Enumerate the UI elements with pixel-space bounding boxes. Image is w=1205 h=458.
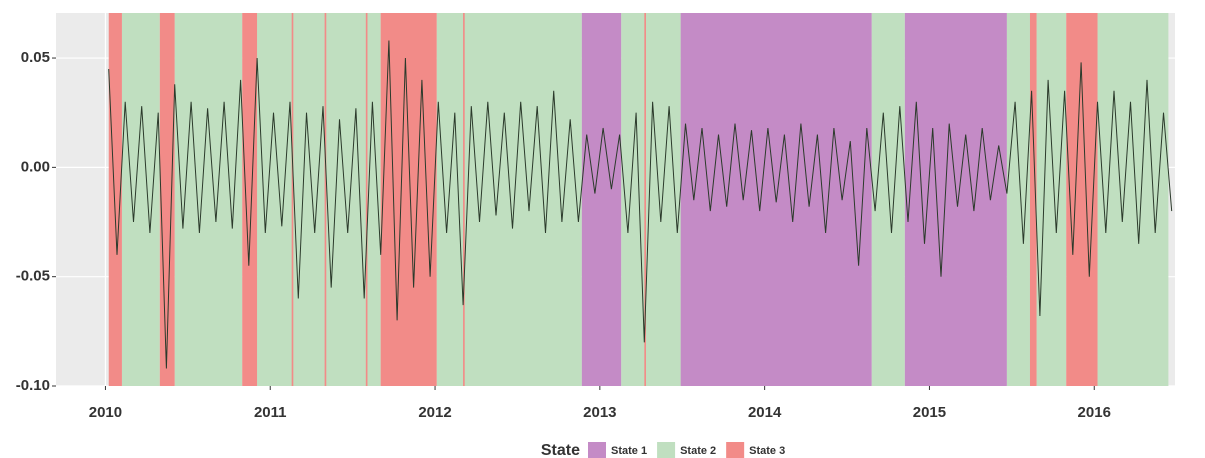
legend-key	[657, 442, 676, 458]
legend-label: State 3	[749, 445, 785, 457]
state-region	[324, 13, 327, 386]
state-region	[463, 13, 465, 386]
state-region	[365, 13, 368, 386]
state-region	[291, 13, 294, 386]
x-tick-label: 2011	[254, 404, 287, 421]
state-region	[121, 13, 160, 386]
state-region	[1097, 13, 1169, 386]
state-region	[380, 13, 437, 386]
y-tick-label: 0.05	[21, 49, 50, 66]
state-region	[871, 13, 905, 386]
legend-label: State 1	[611, 445, 647, 457]
y-tick-label: 0.00	[21, 158, 50, 175]
state-region	[436, 13, 582, 386]
state-region	[1036, 13, 1067, 386]
state-region	[242, 13, 258, 386]
legend-key	[726, 442, 745, 458]
y-tick-label: -0.10	[16, 377, 50, 394]
state-region	[621, 13, 681, 386]
state-region	[1006, 13, 1030, 386]
state-region	[108, 13, 122, 386]
state-region	[1029, 13, 1037, 386]
x-tick-label: 2015	[913, 404, 946, 421]
x-tick-label: 2012	[418, 404, 451, 421]
x-tick-label: 2014	[748, 404, 782, 421]
x-tick-label: 2013	[583, 404, 616, 421]
x-tick-label: 2016	[1078, 404, 1111, 421]
state-region	[904, 13, 1007, 386]
legend-title: State	[541, 442, 580, 458]
x-tick-label: 2010	[89, 404, 122, 421]
legend-key	[588, 442, 606, 458]
legend-label: State 2	[680, 445, 716, 457]
state-region	[257, 13, 381, 386]
state-region	[644, 13, 646, 386]
y-tick-label: -0.05	[16, 268, 50, 285]
state-region	[174, 13, 243, 386]
state-region	[581, 13, 622, 386]
return-line	[108, 40, 1173, 369]
